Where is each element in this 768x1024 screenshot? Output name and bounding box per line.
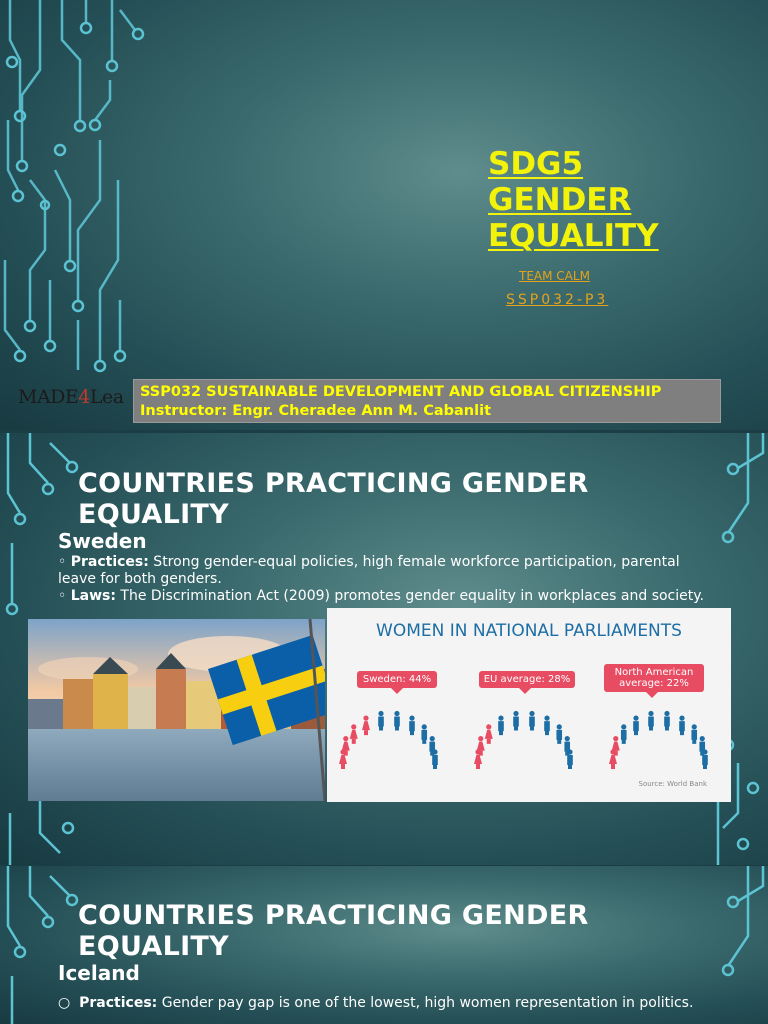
woman-icon <box>349 724 358 744</box>
man-icon <box>513 710 519 731</box>
man-icon <box>544 715 550 736</box>
bullet-list: ○ Practices: Gender pay gap is one of th… <box>58 995 698 1012</box>
logo-text: MADE4Lea <box>18 386 124 408</box>
woman-icon <box>484 724 493 744</box>
man-icon <box>564 736 571 756</box>
infographic-title: WOMEN IN NATIONAL PARLIAMENTS <box>376 621 682 641</box>
circuit-decoration <box>3 0 145 373</box>
bullet-item: ◦ Laws: The Discrimination Act (2009) pr… <box>58 588 704 604</box>
north-america-label: North American average: 22% <box>604 664 704 698</box>
title-line: EQUALITY <box>488 218 659 254</box>
man-icon <box>633 715 639 736</box>
circuit-decoration-right <box>721 866 765 977</box>
man-icon <box>699 736 706 756</box>
bullet-list: ◦ Practices: Strong gender-equal policie… <box>58 554 718 605</box>
title-line: GENDER <box>488 182 632 218</box>
bullet-item: ○ Practices: Gender pay gap is one of th… <box>58 995 694 1011</box>
man-icon <box>664 710 670 731</box>
made4learning-logo: MADE4Lea <box>18 386 134 416</box>
woman-icon <box>611 736 620 756</box>
man-icon <box>691 724 698 744</box>
course-title: SSP032 SUSTAINABLE DEVELOPMENT AND GLOBA… <box>140 384 662 400</box>
man-icon <box>498 715 504 736</box>
bullet-item: ◦ Practices: Strong gender-equal policie… <box>58 554 680 587</box>
sweden-slide: COUNTRIES PRACTICING GENDER EQUALITY Swe… <box>0 433 768 865</box>
slide-heading: COUNTRIES PRACTICING GENDER EQUALITY <box>78 468 589 530</box>
woman-icon <box>341 736 350 756</box>
heading-line: COUNTRIES PRACTICING GENDER <box>78 468 589 499</box>
eu-label: EU average: 28% <box>479 671 575 694</box>
title-line: SDG5 <box>488 146 584 182</box>
man-icon <box>409 715 415 736</box>
sweden-label: Sweden: 44% <box>357 671 437 694</box>
people-pictograms <box>339 710 708 769</box>
heading-line: COUNTRIES PRACTICING GENDER <box>78 900 589 931</box>
man-icon <box>556 724 563 744</box>
instructor-name: Instructor: Engr. Cheradee Ann M. Cabanl… <box>140 403 492 419</box>
man-icon <box>432 749 438 769</box>
man-icon <box>620 724 627 744</box>
country-name: Sweden <box>58 529 147 553</box>
woman-icon <box>609 749 617 769</box>
course-info-box: SSP032 SUSTAINABLE DEVELOPMENT AND GLOBA… <box>133 379 721 423</box>
source-note: Source: World Bank <box>638 780 708 788</box>
slide-title: SDG5 GENDER EQUALITY <box>488 146 659 254</box>
man-icon <box>702 749 708 769</box>
man-icon <box>421 724 428 744</box>
man-icon <box>648 710 654 731</box>
slide-heading: COUNTRIES PRACTICING GENDER EQUALITY <box>78 900 589 962</box>
man-icon <box>567 749 573 769</box>
section-code: SSP032-P3 <box>506 292 609 308</box>
team-name: TEAM CALM <box>519 269 590 283</box>
iceland-slide: COUNTRIES PRACTICING GENDER EQUALITY Ice… <box>0 866 768 1024</box>
woman-icon <box>362 715 370 736</box>
man-icon <box>529 710 535 731</box>
man-icon <box>394 710 400 731</box>
man-icon <box>378 710 384 731</box>
man-icon <box>679 715 685 736</box>
title-slide: SDG5 GENDER EQUALITY TEAM CALM SSP032-P3… <box>0 0 768 430</box>
stockholm-photo <box>28 619 325 801</box>
country-name: Iceland <box>58 961 140 985</box>
women-in-parliaments-infographic: WOMEN IN NATIONAL PARLIAMENTS Sweden: 44… <box>327 608 731 802</box>
heading-line: EQUALITY <box>78 931 230 962</box>
heading-line: EQUALITY <box>78 499 230 530</box>
woman-icon <box>476 736 485 756</box>
man-icon <box>429 736 436 756</box>
